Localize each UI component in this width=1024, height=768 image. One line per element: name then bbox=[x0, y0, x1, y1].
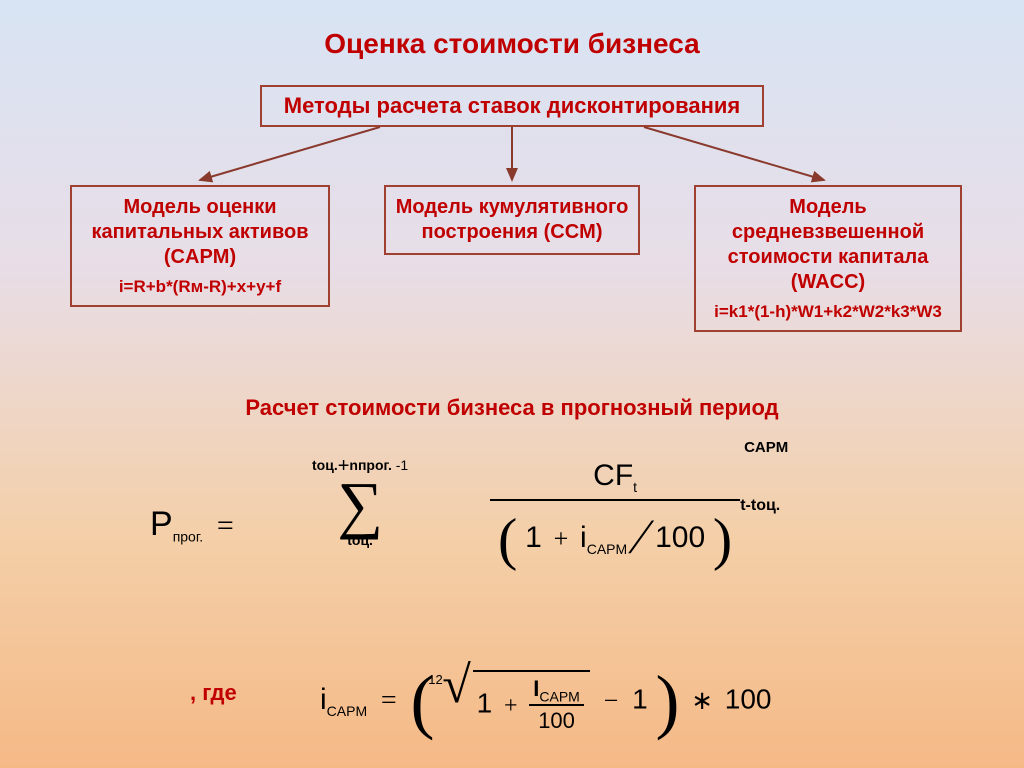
box-wacc-formula: i=k1*(1-h)*W1+k2*W2*k3*W3 bbox=[702, 301, 954, 322]
sigma-icon: tоц.+nпрог. -1 ∑ tоц. bbox=[312, 455, 408, 548]
eq1-fraction: CFt CAPM ( 1 + iCAPM ⁄ 100 ) t-tоц. bbox=[490, 459, 740, 565]
box-capm-label: Модель оценки капитальных активов (CAPM) bbox=[91, 196, 308, 268]
main-method-box: Методы расчета ставок дисконтирования bbox=[260, 85, 764, 127]
equation-icapm: , где iCAPM = ( 12 √ 1 + ICAPM 100 − 1 )… bbox=[150, 640, 890, 750]
where-label: , где bbox=[190, 680, 237, 706]
root-icon: 12 √ 1 + ICAPM 100 bbox=[442, 668, 590, 734]
box-wacc-label: Модель средневзвешенной стоимости капита… bbox=[728, 196, 929, 293]
arrows-svg bbox=[0, 125, 1024, 185]
eq1-P: P bbox=[150, 505, 173, 543]
box-ccm: Модель кумулятивного построения (CCM) bbox=[384, 185, 640, 255]
eq1-P-sub: прог. bbox=[173, 529, 203, 545]
box-capm-formula: i=R+b*(Rм-R)+x+y+f bbox=[78, 276, 322, 297]
box-ccm-label: Модель кумулятивного построения (CCM) bbox=[396, 196, 629, 243]
page-title: Оценка стоимости бизнеса bbox=[0, 0, 1024, 60]
subtitle: Расчет стоимости бизнеса в прогнозный пе… bbox=[0, 395, 1024, 421]
box-wacc: Модель средневзвешенной стоимости капита… bbox=[694, 185, 962, 332]
box-capm: Модель оценки капитальных активов (CAPM)… bbox=[70, 185, 330, 307]
equation-forecast: Pпрог. = tоц.+nпрог. -1 ∑ tоц. CFt CAPM … bbox=[150, 445, 890, 615]
